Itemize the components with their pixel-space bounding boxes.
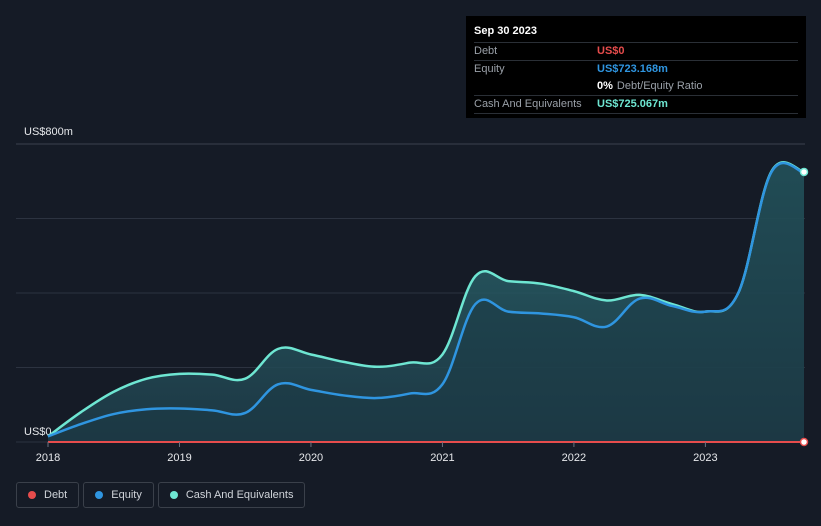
tooltip-row-debt: Debt US$0 [474, 42, 798, 60]
tooltip-debt-label: Debt [474, 45, 498, 57]
equity-series-line [47, 161, 805, 438]
x-tick-label: 2020 [299, 452, 323, 464]
tooltip-equity-value: US$723.168m [597, 63, 668, 75]
x-tick-label: 2019 [167, 452, 191, 464]
cash-dot-icon [169, 491, 178, 499]
tooltip-row-ratio: 0% Debt/Equity Ratio [474, 78, 798, 95]
equity-area [48, 163, 804, 442]
tooltip-cash-value: US$725.067m [597, 98, 668, 110]
legend-item-debt[interactable]: Debt [16, 482, 80, 508]
legend-equity-label: Equity [111, 489, 142, 501]
cash-end-marker [799, 167, 809, 177]
tooltip: Sep 30 2023 Debt US$0 Equity US$723.168m… [466, 16, 806, 118]
tooltip-ratio-value: 0% [597, 80, 613, 92]
legend: Debt Equity Cash And Equivalents [16, 482, 306, 510]
tooltip-debt-value: US$0 [597, 45, 625, 57]
x-tick-label: 2022 [562, 452, 586, 464]
tooltip-equity-label: Equity [474, 63, 505, 75]
legend-cash-label: Cash And Equivalents [185, 489, 294, 501]
y-axis-label-bottom: US$0 [24, 426, 52, 438]
tooltip-ratio-label: Debt/Equity Ratio [616, 80, 703, 92]
tooltip-cash-label: Cash And Equivalents [474, 98, 582, 110]
tooltip-row-equity: Equity US$723.168m [474, 60, 798, 78]
equity-dot-icon [95, 491, 104, 499]
tooltip-ratio-spacer [474, 78, 597, 95]
x-tick-label: 2023 [693, 452, 717, 464]
legend-item-equity[interactable]: Equity [83, 482, 154, 508]
x-tick-label: 2021 [430, 452, 454, 464]
debt-dot-icon [28, 491, 36, 499]
tooltip-row-cash: Cash And Equivalents US$725.067m [474, 95, 798, 114]
x-tick-label: 2018 [36, 452, 60, 464]
y-axis-label-top: US$800m [24, 126, 73, 138]
legend-item-cash[interactable]: Cash And Equivalents [157, 482, 306, 508]
tooltip-date: Sep 30 2023 [474, 25, 537, 37]
x-axis-ticks: 2018 2019 2020 2021 2022 2023 [36, 442, 718, 464]
legend-debt-label: Debt [44, 489, 68, 501]
debt-end-marker [799, 437, 809, 447]
